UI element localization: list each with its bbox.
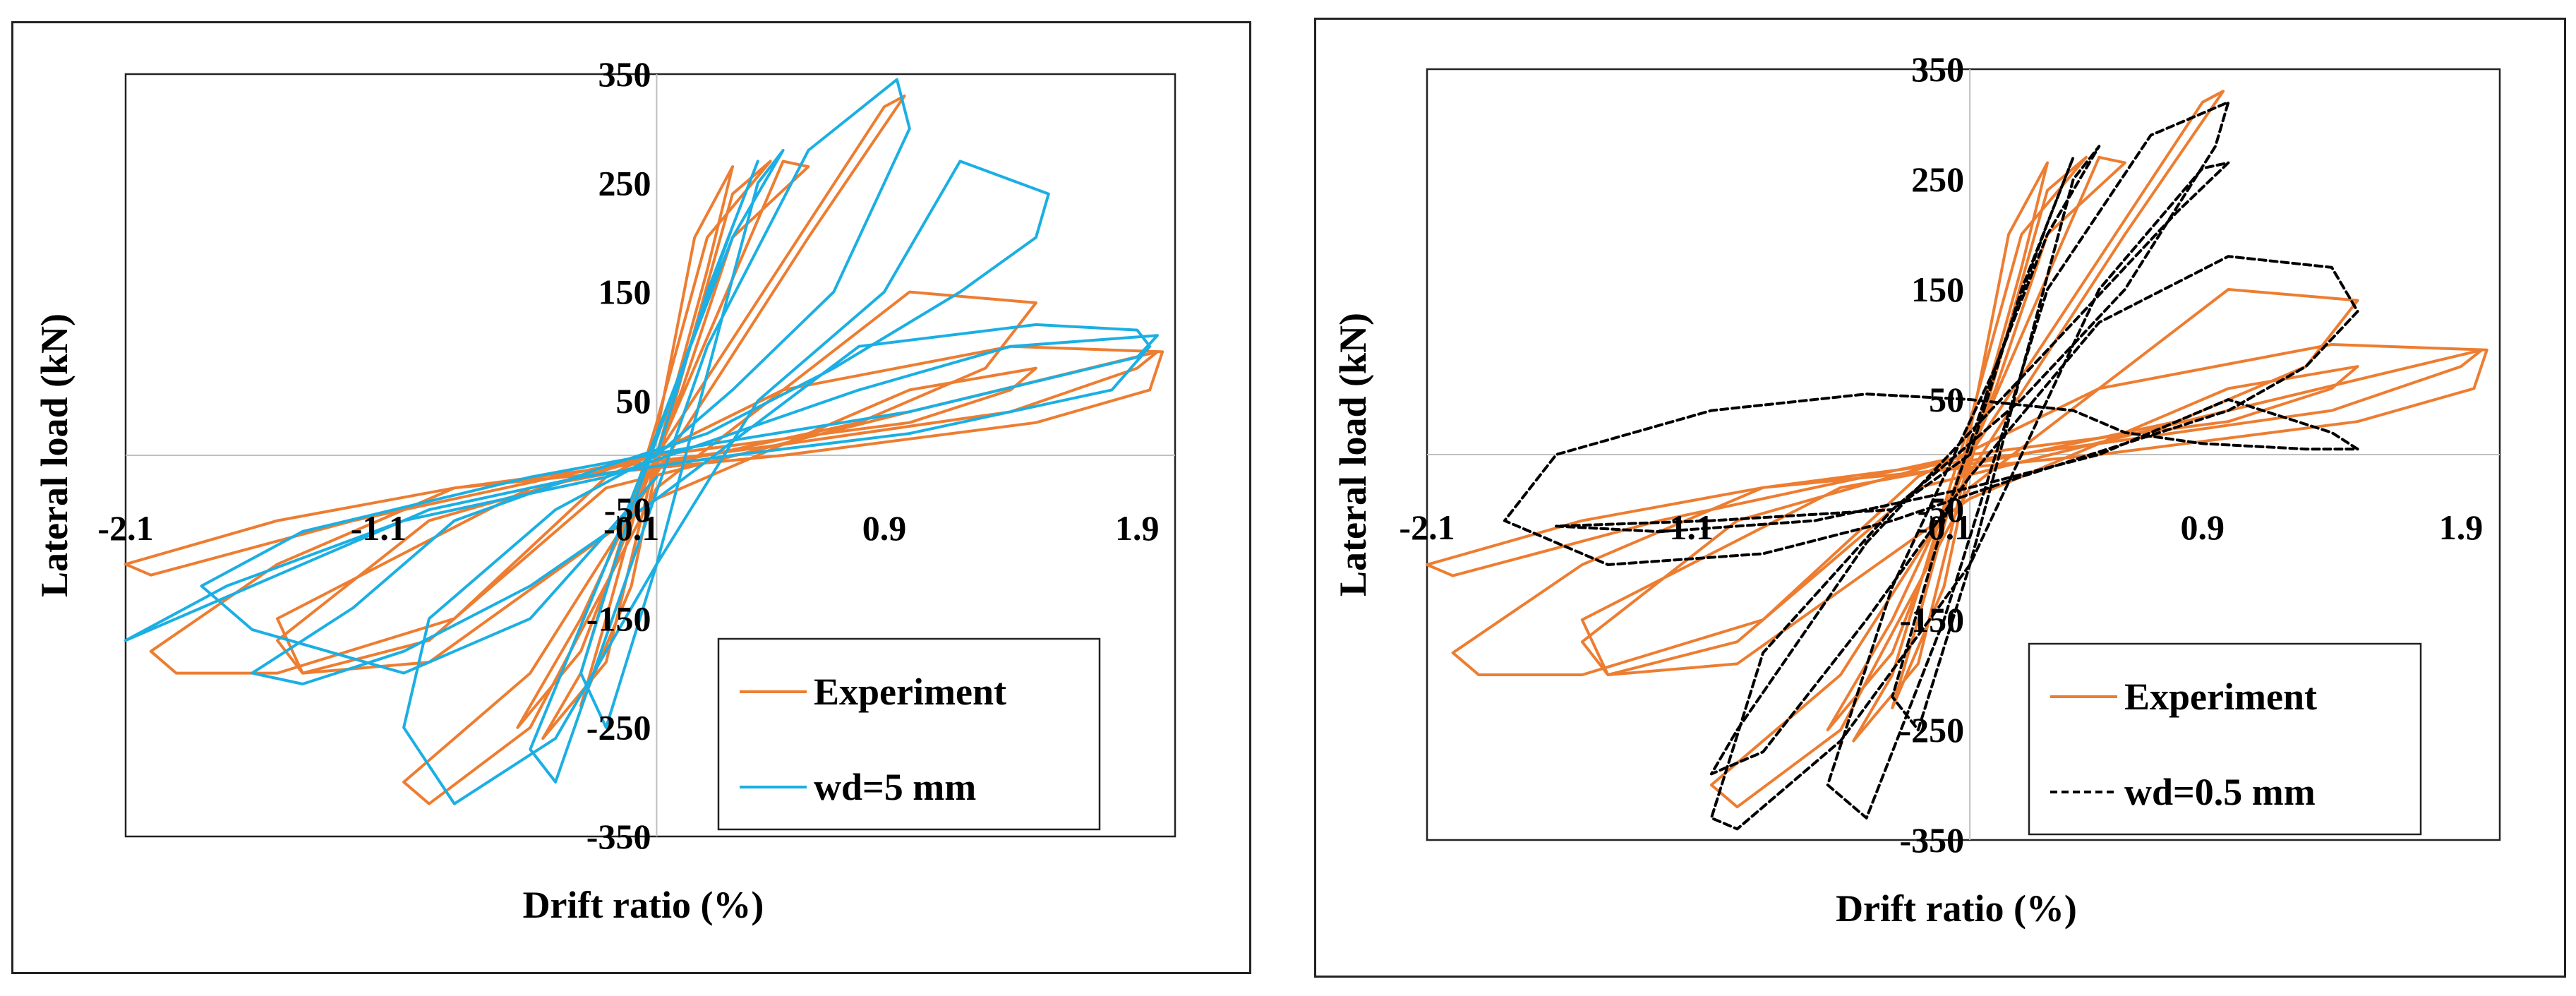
- legend-label: Experiment: [2124, 676, 2317, 718]
- y-tick-label: 50: [615, 381, 651, 421]
- legend-box: [2028, 642, 2422, 836]
- y-tick-label: -350: [1900, 820, 1965, 860]
- y-axis-title: Lateral load (kN): [33, 313, 76, 597]
- y-tick-label: -250: [586, 708, 651, 748]
- y-tick-label: -350: [586, 817, 651, 856]
- x-tick-label: -2.1: [97, 508, 153, 548]
- x-axis-title: Drift ratio (%): [1836, 887, 2077, 930]
- y-tick-label: 350: [598, 54, 651, 94]
- y-tick-label: 150: [598, 272, 651, 312]
- y-tick-label: 250: [1911, 160, 1964, 199]
- legend: Experiment wd=0.5 mm: [2028, 642, 2422, 836]
- legend-label: wd=5 mm: [814, 766, 976, 808]
- chart-right: -2.1 -1.1 -0.1 0.9 1.9 350 250 150 50 -50 -150 -250…: [1332, 49, 2501, 930]
- y-tick-label: -50: [604, 490, 651, 529]
- x-tick-label: -1.1: [351, 508, 407, 548]
- x-tick-label: 0.9: [2181, 508, 2225, 547]
- y-axis-title: Lateral load (kN): [1332, 313, 1374, 596]
- y-tick-label: -150: [586, 599, 651, 638]
- y-tick-label: 250: [598, 163, 651, 203]
- x-tick-label: 1.9: [1115, 508, 1160, 548]
- chart-left: -2.1 -1.1 -0.1 0.9 1.9 350 250 150 50 -50 -150 -250…: [33, 54, 1176, 926]
- x-axis-title: Drift ratio (%): [523, 884, 764, 926]
- y-tick-label: 50: [1929, 380, 1964, 419]
- legend-label: wd=0.5 mm: [2124, 771, 2316, 813]
- series-line-wd-5-mm: [124, 78, 1159, 805]
- legend-label: Experiment: [814, 671, 1006, 713]
- y-tick-label: -50: [1918, 490, 1965, 529]
- x-tick-label: 1.9: [2439, 508, 2484, 547]
- x-tick-label: -0.1: [1916, 508, 1972, 547]
- series-line-experiment: [1426, 90, 2488, 809]
- legend: Experiment wd=5 mm: [717, 637, 1101, 831]
- y-tick-label: -150: [1900, 600, 1965, 640]
- x-tick-label: -0.1: [603, 508, 659, 548]
- series-line-wd-0-5-mm: [1503, 100, 2359, 831]
- x-tick-label: 0.9: [862, 508, 907, 548]
- y-tick-label: 350: [1911, 49, 1964, 89]
- legend-box: [717, 637, 1101, 831]
- x-tick-label: -1.1: [1658, 508, 1714, 547]
- y-tick-label: -250: [1900, 710, 1965, 750]
- y-tick-label: 150: [1911, 270, 1964, 309]
- x-tick-label: -2.1: [1399, 508, 1455, 547]
